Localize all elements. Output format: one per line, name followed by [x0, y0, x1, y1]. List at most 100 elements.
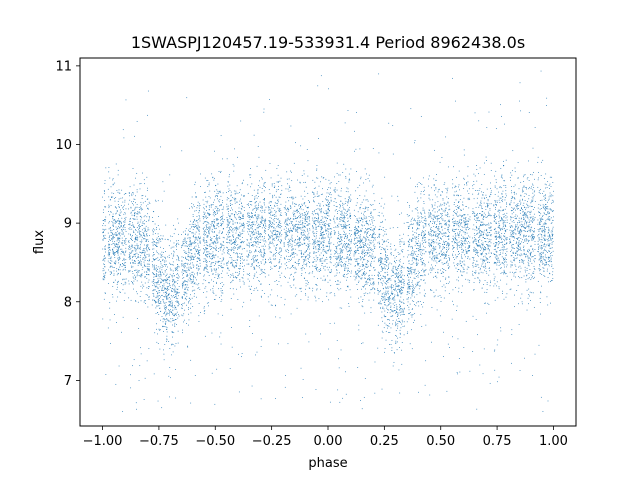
data-point	[302, 225, 304, 227]
data-point	[285, 188, 287, 190]
data-point	[181, 271, 183, 273]
data-point	[321, 234, 322, 235]
data-point	[433, 268, 435, 270]
data-point	[256, 216, 258, 217]
data-point	[464, 246, 466, 248]
data-point	[275, 203, 277, 204]
data-point	[322, 217, 324, 219]
data-point	[262, 239, 264, 241]
data-point	[122, 411, 124, 413]
data-point	[283, 228, 285, 230]
data-point	[255, 204, 257, 206]
data-point	[351, 270, 352, 272]
data-point	[360, 206, 361, 208]
data-point	[261, 192, 263, 194]
data-point	[198, 250, 199, 252]
data-point	[275, 247, 276, 249]
data-point	[295, 203, 297, 205]
data-point	[199, 259, 200, 261]
data-point	[162, 290, 163, 292]
data-point	[121, 243, 123, 245]
data-point	[161, 264, 163, 266]
data-point	[409, 281, 410, 283]
data-point	[204, 261, 206, 263]
data-point	[316, 205, 318, 206]
data-point	[112, 238, 114, 240]
data-point	[457, 338, 459, 340]
data-point	[430, 249, 432, 251]
data-point	[289, 243, 291, 245]
data-point	[348, 220, 349, 222]
data-point	[538, 251, 539, 253]
data-point	[337, 242, 338, 244]
data-point	[533, 237, 534, 239]
data-point	[124, 212, 126, 213]
data-point	[526, 188, 527, 190]
data-point	[159, 277, 161, 279]
data-point	[475, 239, 477, 241]
data-point	[108, 228, 110, 230]
data-point	[447, 201, 449, 203]
data-point	[472, 264, 474, 266]
data-point	[197, 243, 199, 245]
data-point	[420, 191, 422, 193]
data-point	[160, 240, 162, 242]
data-point	[289, 245, 291, 246]
data-point	[501, 192, 503, 194]
data-point	[544, 222, 546, 224]
data-point	[463, 347, 465, 348]
data-point	[457, 229, 459, 231]
data-point	[269, 193, 271, 195]
data-point	[339, 253, 341, 255]
data-point	[404, 314, 405, 315]
data-point	[271, 207, 273, 209]
data-point	[368, 224, 370, 226]
data-point	[547, 211, 549, 213]
data-point	[537, 219, 539, 221]
data-point	[486, 282, 488, 283]
data-point	[298, 264, 299, 266]
data-point	[220, 265, 221, 267]
data-point	[488, 252, 490, 254]
data-point	[132, 276, 134, 278]
data-point	[389, 299, 391, 301]
data-point	[387, 257, 389, 259]
data-point	[348, 197, 350, 198]
data-point	[222, 214, 224, 216]
data-point	[374, 269, 376, 271]
data-point	[542, 204, 544, 206]
data-point	[205, 205, 207, 207]
data-point	[308, 258, 309, 260]
data-point	[435, 187, 437, 188]
data-point	[279, 227, 281, 229]
data-point	[157, 240, 159, 241]
data-point	[255, 220, 257, 222]
data-point	[263, 245, 265, 247]
data-point	[195, 220, 197, 222]
data-point	[358, 250, 359, 251]
data-point	[226, 219, 228, 221]
data-point	[417, 256, 419, 257]
data-point	[538, 237, 540, 239]
data-point	[122, 129, 124, 131]
data-point	[243, 195, 245, 197]
data-point	[191, 290, 193, 292]
data-point	[302, 379, 304, 380]
data-point	[538, 211, 540, 213]
data-point	[309, 223, 311, 225]
data-point	[198, 266, 200, 267]
data-point	[260, 249, 262, 250]
data-point	[422, 261, 424, 263]
data-point	[424, 239, 426, 241]
data-point	[291, 249, 293, 250]
data-point	[457, 245, 458, 247]
data-point	[220, 265, 222, 267]
data-point	[194, 242, 195, 244]
data-point	[439, 280, 441, 282]
data-point	[539, 297, 541, 299]
data-point	[419, 224, 420, 225]
data-point	[140, 274, 142, 275]
data-point	[432, 218, 434, 220]
data-point	[132, 235, 133, 236]
data-point	[296, 217, 298, 219]
